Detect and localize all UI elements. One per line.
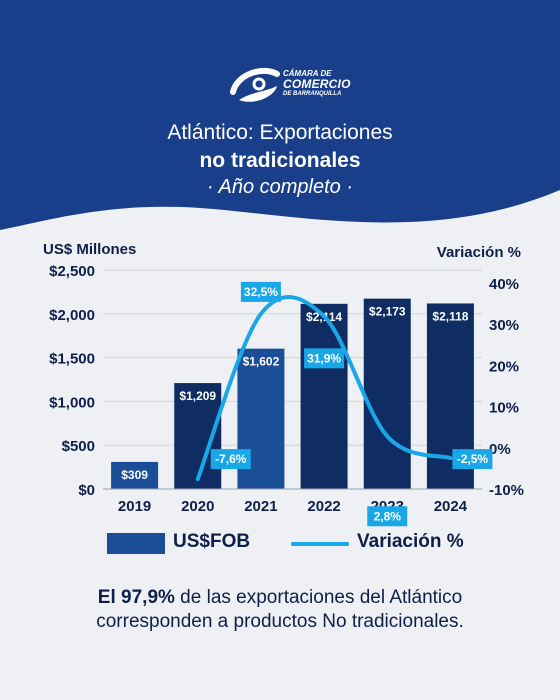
legend-bar-swatch [107,533,165,554]
variation-series-line [195,295,453,482]
variation-value-label: -2,5% [457,452,489,466]
variation-value-label: 31,9% [307,351,341,365]
legend-line-label: Variación % [357,531,464,552]
right-tick-label: -10% [489,482,524,499]
bar-value-label: $1,602 [243,355,280,369]
variation-label-box [210,449,251,470]
left-axis-label: US$ Millones [43,241,137,258]
title-line-2: no tradicionales [199,149,361,172]
footer-highlight: El 97,9% [97,587,175,608]
x-tick-label: 2021 [244,498,277,515]
right-tick-label: 40% [489,276,519,293]
right-tick-label: 30% [489,317,519,334]
x-tick-label: 2022 [307,498,340,515]
variation-label-box [240,281,281,302]
chamber-logo-icon [230,67,280,102]
left-tick-label: $2,500 [49,263,95,280]
variation-value-label: -7,6% [215,452,247,466]
left-tick-label: $0 [78,482,95,499]
brand-line-3: DE BARRANQUILLA [283,91,342,97]
header-wave [0,0,560,230]
brand-line-2: COMERCIO [283,77,351,91]
bar [363,298,411,489]
bar-value-label: $2,173 [369,305,406,319]
right-axis-label: Variación % [436,244,521,261]
title-line-1: Atlántico: Exportaciones [167,121,393,144]
bar-value-label: $1,209 [179,389,216,403]
x-tick-label: 2020 [181,498,214,515]
left-tick-label: $1,500 [49,351,95,368]
legend-line-swatch [291,542,349,546]
variation-value-label: 32,5% [244,285,278,299]
bar-value-label: $309 [121,468,148,482]
bar [300,303,348,489]
variation-label-box [304,348,345,369]
bar [111,461,159,489]
right-tick-label: 0% [489,441,511,458]
right-tick-label: 20% [489,358,519,375]
footer-line-1: El 97,9% de las exportaciones del Atlánt… [0,585,560,610]
variation-label-box [452,449,493,470]
brand-name: CÁMARA DE COMERCIO DE BARRANQUILLA [283,69,351,98]
footer-line-1-rest: de las exportaciones del Atlántico [174,587,463,608]
bar-value-label: $2,118 [432,309,468,323]
variation-value-label: 2,8% [374,509,402,523]
title-line-3: · Año completo · [207,176,353,198]
left-tick-label: $1,000 [49,394,95,411]
footer-line-2: corresponden a productos No tradicionale… [96,611,464,632]
brand-line-1: CÁMARA DE [283,69,332,78]
legend-bar-label: US$FOB [173,531,251,552]
left-tick-label: $2,000 [49,307,95,324]
x-tick-label: 2024 [434,498,468,515]
left-tick-label: $500 [62,438,95,455]
x-tick-label: 2019 [118,498,151,515]
right-tick-label: 10% [489,400,519,417]
variation-label-box [367,506,408,527]
